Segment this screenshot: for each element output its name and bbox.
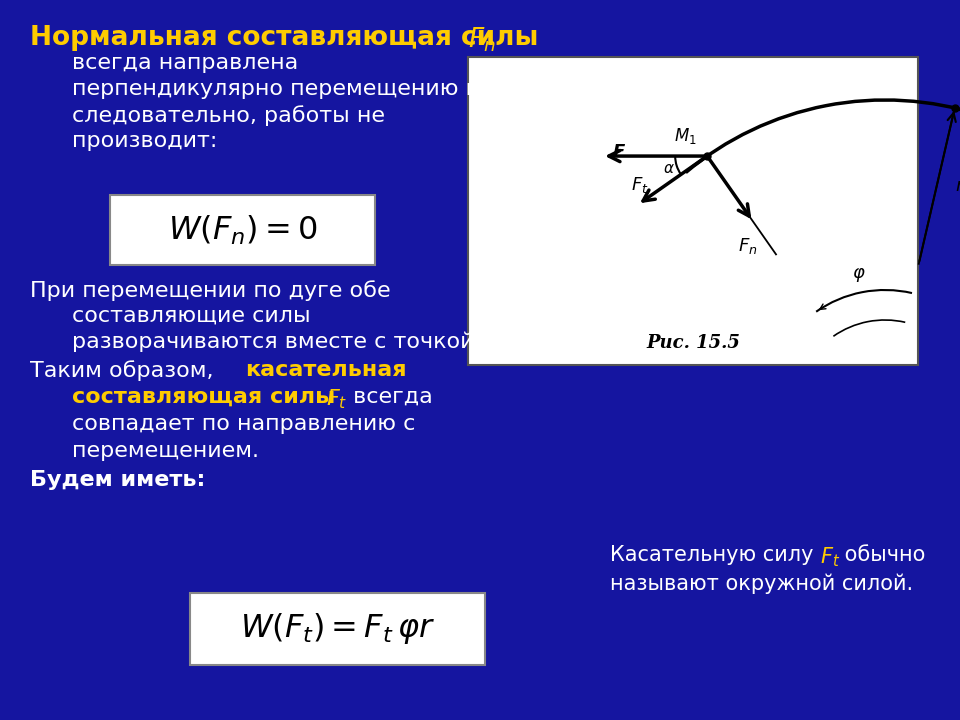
Text: производит:: производит: — [72, 131, 217, 151]
Text: Таким образом,: Таким образом, — [30, 360, 221, 381]
Text: Касательную силу: Касательную силу — [610, 545, 820, 565]
Text: касательная: касательная — [245, 360, 407, 380]
Text: перпендикулярно перемещению и,: перпендикулярно перемещению и, — [72, 79, 487, 99]
Text: $\boldsymbol{F}$: $\boldsymbol{F}$ — [612, 143, 626, 161]
Text: $\alpha$: $\alpha$ — [663, 161, 675, 176]
Text: обычно: обычно — [838, 545, 925, 565]
Text: составляющие силы: составляющие силы — [72, 306, 311, 326]
Text: совпадает по направлению с: совпадает по направлению с — [72, 414, 416, 434]
Text: Рис. 15.5: Рис. 15.5 — [646, 334, 740, 352]
FancyBboxPatch shape — [110, 195, 375, 265]
Text: $M_1$: $M_1$ — [675, 126, 697, 146]
FancyBboxPatch shape — [468, 57, 918, 365]
Text: $\boldsymbol{F_n}$: $\boldsymbol{F_n}$ — [738, 235, 757, 256]
Text: $\varphi$: $\varphi$ — [852, 266, 866, 284]
Text: составляющая силы: составляющая силы — [72, 387, 343, 407]
Text: $\boldsymbol{F_n}$: $\boldsymbol{F_n}$ — [468, 25, 495, 53]
Text: всегда направлена: всегда направлена — [72, 53, 299, 73]
Text: Будем иметь:: Будем иметь: — [30, 470, 205, 490]
FancyBboxPatch shape — [190, 593, 485, 665]
Text: разворачиваются вместе с точкой: разворачиваются вместе с точкой — [72, 332, 474, 353]
Text: $\boldsymbol{F_t}$: $\boldsymbol{F_t}$ — [631, 175, 648, 195]
Text: $\boldsymbol{F_t}$: $\boldsymbol{F_t}$ — [820, 545, 840, 569]
Text: $r$: $r$ — [955, 177, 960, 195]
Text: $W(F_n) = 0$: $W(F_n) = 0$ — [168, 213, 318, 247]
Text: всегда: всегда — [346, 387, 433, 407]
Text: $\boldsymbol{F_t}$: $\boldsymbol{F_t}$ — [326, 387, 348, 410]
Text: При перемещении по дуге обе: При перемещении по дуге обе — [30, 280, 391, 301]
Text: называют окружной силой.: называют окружной силой. — [610, 573, 913, 593]
Text: $W(F_t) = F_t\,\varphi r$: $W(F_t) = F_t\,\varphi r$ — [240, 611, 435, 647]
Text: Нормальная составляющая силы: Нормальная составляющая силы — [30, 25, 547, 51]
Text: следовательно, работы не: следовательно, работы не — [72, 105, 385, 126]
Text: перемещением.: перемещением. — [72, 441, 259, 461]
